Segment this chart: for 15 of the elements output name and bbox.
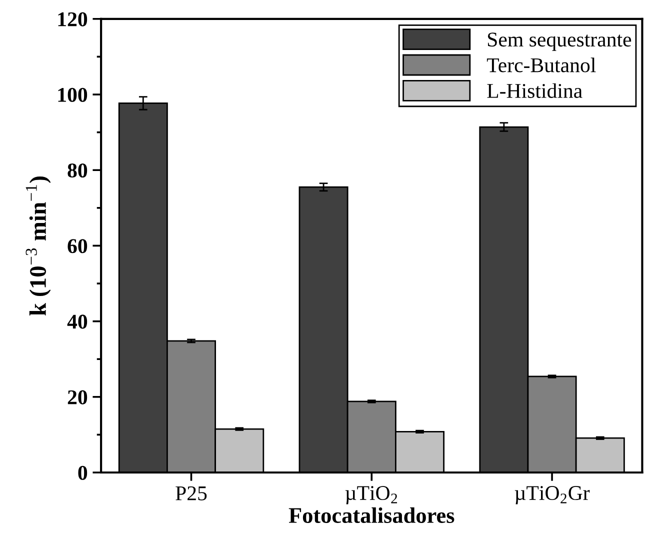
y-tick-label: 0 — [78, 466, 88, 480]
y-tick-label: 40 — [67, 314, 88, 329]
x-tick-label: µTiO$_{2}$ — [345, 486, 398, 504]
y-axis-title: k (10$^{−3}$ min$^{−1}$) — [26, 176, 51, 316]
y-tick-label: 120 — [58, 12, 88, 26]
y-tick-label: 60 — [68, 239, 88, 254]
x-tick-label: P25 — [176, 486, 207, 500]
x-tick-label: µTiO$_{2}$Gr — [514, 486, 590, 504]
x-axis-title: Fotocatalisadores — [288, 507, 454, 524]
legend-label: L-Histidina — [487, 83, 582, 98]
y-tick-label: 100 — [58, 88, 88, 102]
legend-label: Sem sequestrante — [488, 32, 632, 51]
legend-label: Terc-Butanol — [486, 58, 596, 72]
y-tick-label: 80 — [68, 163, 88, 178]
y-tick-label: 20 — [68, 390, 88, 404]
